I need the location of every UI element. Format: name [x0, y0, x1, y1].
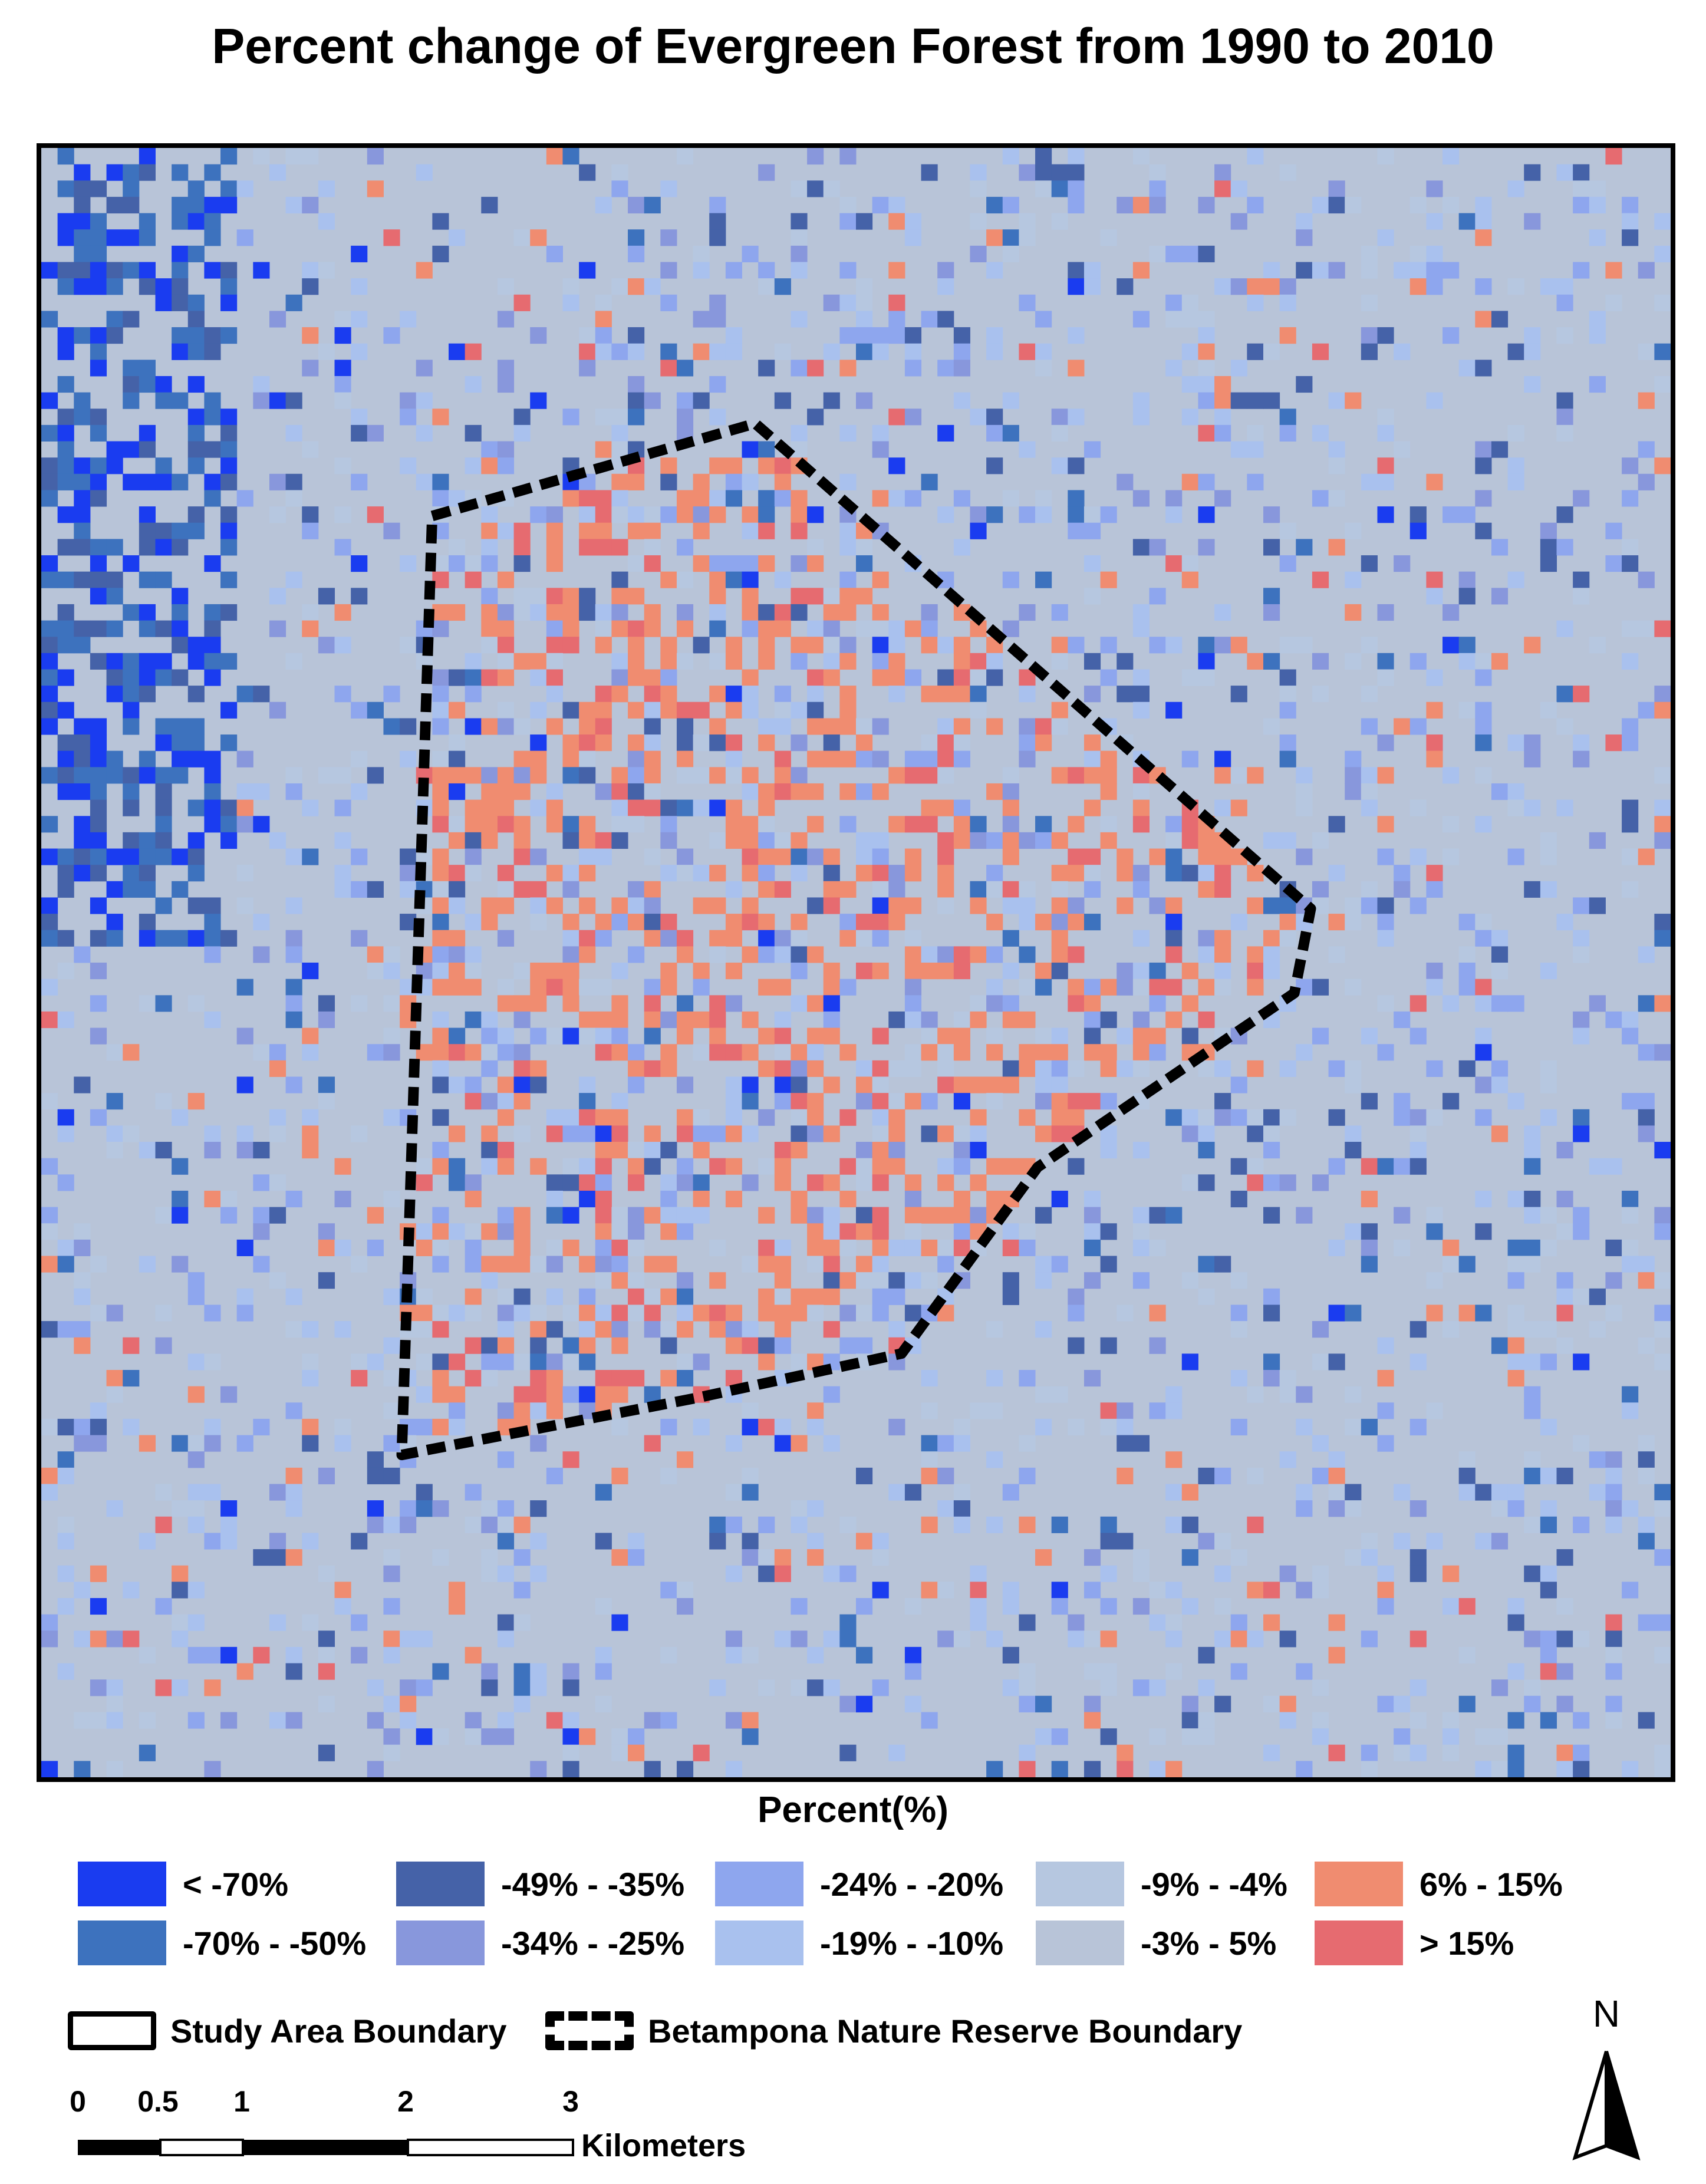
legend-swatch: [78, 1921, 166, 1965]
scale-segment: [407, 2139, 574, 2156]
legend-title: Percent(%): [758, 1790, 948, 1830]
legend-item-gt-15: > 15%: [1315, 1919, 1514, 1966]
legend-item-minus-3-to-5: -3% - 5%: [1036, 1919, 1276, 1966]
legend-label: Study Area Boundary: [170, 2012, 507, 2050]
legend-label: > 15%: [1420, 1924, 1514, 1962]
map-title: Percent change of Evergreen Forest from …: [212, 18, 1494, 74]
legend-label: -49% - -35%: [501, 1865, 685, 1903]
reserve-boundary-overlay: [396, 418, 1316, 1461]
betampona-reserve-boundary: [396, 418, 1316, 1461]
legend-item-6-to-15: 6% - 15%: [1315, 1860, 1563, 1908]
scale-unit-label: Kilometers: [581, 2128, 746, 2163]
legend-label: 6% - 15%: [1420, 1865, 1563, 1903]
legend-item-minus-70-to-minus-50: -70% - -50%: [78, 1919, 366, 1966]
legend-swatch: [1315, 1921, 1403, 1965]
scale-segment: [78, 2140, 160, 2155]
scale-segment: [243, 2140, 408, 2155]
legend-item-minus-34-to-minus-25: -34% - -25%: [396, 1919, 684, 1966]
legend-swatch: [1036, 1921, 1124, 1965]
legend-label: -3% - 5%: [1141, 1924, 1277, 1962]
scale-segment: [159, 2139, 244, 2156]
legend-swatch: [1315, 1862, 1403, 1906]
legend-swatch: [396, 1921, 485, 1965]
legend-label: -70% - -50%: [183, 1924, 367, 1962]
legend-label: < -70%: [183, 1865, 288, 1903]
legend-item-minus-19-to-minus-10: -19% - -10%: [715, 1919, 1003, 1966]
scale-tick-label: 1: [233, 2085, 250, 2118]
legend-swatch: [396, 1862, 485, 1906]
reserve-boundary-swatch: [545, 2011, 634, 2050]
legend-item-minus-24-to-minus-20: -24% - -20%: [715, 1860, 1003, 1908]
study-area-map: [37, 143, 1675, 1782]
legend-swatch: [1036, 1862, 1124, 1906]
legend-study-area-boundary: Study Area Boundary: [68, 2004, 506, 2057]
legend-label: -34% - -25%: [501, 1924, 685, 1962]
legend-reserve-boundary: Betampona Nature Reserve Boundary: [545, 2004, 1242, 2057]
north-label: N: [1593, 1992, 1620, 2035]
study-area-boundary-swatch: [68, 2011, 156, 2050]
legend-label: Betampona Nature Reserve Boundary: [648, 2012, 1243, 2050]
north-arrow-right-half: [1605, 2051, 1641, 2160]
scale-tick-label: 0.5: [137, 2085, 179, 2118]
legend-swatch: [78, 1862, 166, 1906]
legend-swatch: [715, 1921, 803, 1965]
scale-tick-label: 3: [562, 2085, 579, 2118]
legend-item-minus-9-to-minus-4: -9% - -4%: [1036, 1860, 1287, 1908]
legend-item-minus-49-to-minus-35: -49% - -35%: [396, 1860, 684, 1908]
scale-bar: 0 0.5 1 2 3 Kilometers: [70, 2085, 746, 2163]
scale-tick-label: 2: [397, 2085, 414, 2118]
legend-swatch: [715, 1862, 803, 1906]
north-arrow-left-half: [1572, 2051, 1608, 2160]
north-arrow-icon: N: [1572, 1992, 1641, 2160]
legend-label: -19% - -10%: [820, 1924, 1004, 1962]
legend-label: -9% - -4%: [1141, 1865, 1287, 1903]
legend-label: -24% - -20%: [820, 1865, 1004, 1903]
scale-tick-label: 0: [70, 2085, 86, 2118]
legend-item-lt-minus-70: < -70%: [78, 1860, 288, 1908]
